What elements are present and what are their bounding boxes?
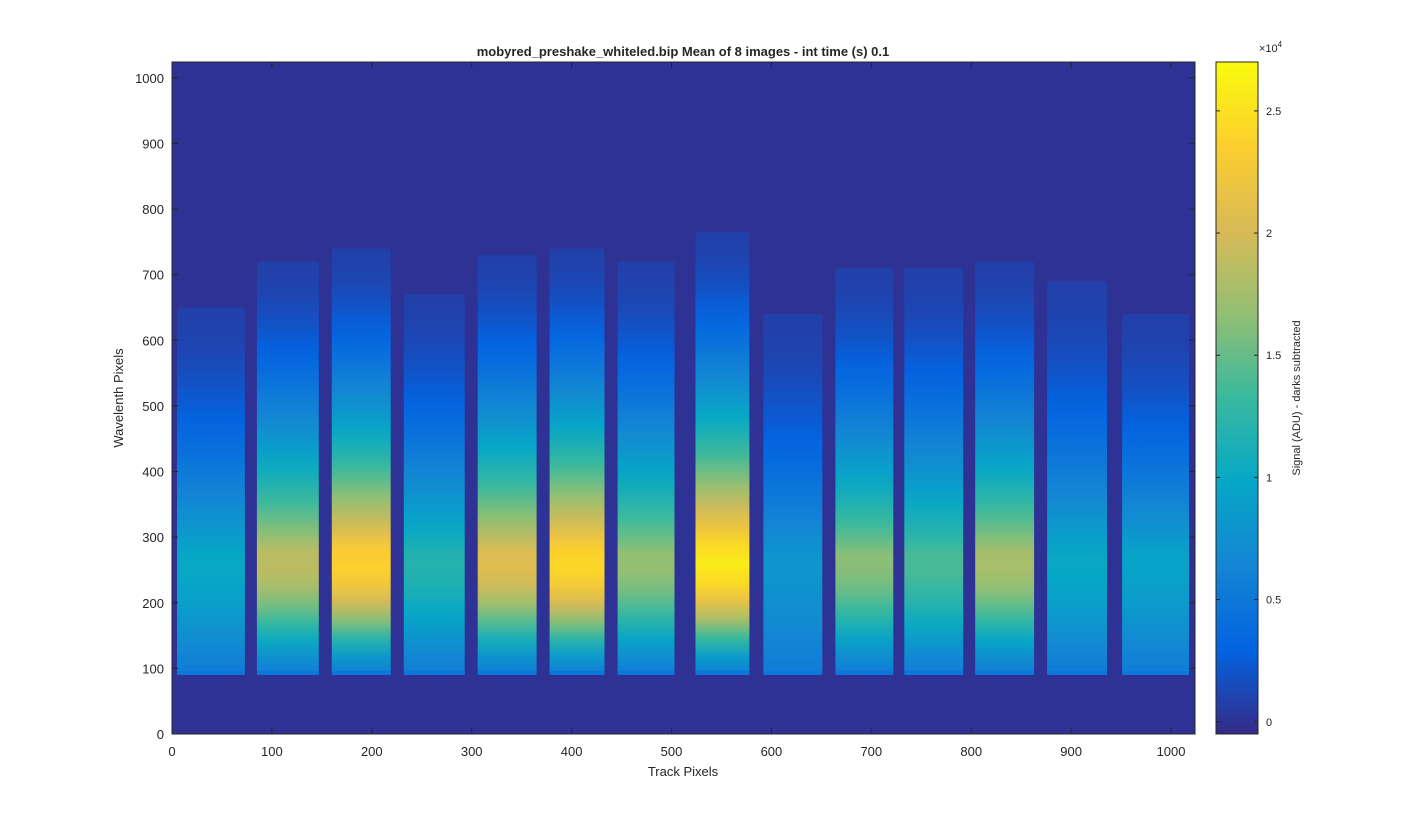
colorbar-tick-label: 0 [1266, 717, 1272, 729]
colorbar-exponent: ×104 [1259, 40, 1283, 55]
fiber-trace [904, 268, 964, 675]
y-axis-label: Wavelenth Pixels [111, 348, 126, 448]
fiber-edge-band [763, 670, 823, 675]
y-tick-label: 1000 [135, 71, 164, 86]
y-tick-label: 100 [142, 661, 164, 676]
y-tick-label: 800 [142, 202, 164, 217]
fiber-edge-band [403, 670, 465, 675]
x-axis-label: Track Pixels [648, 764, 719, 779]
fiber-edge-band [549, 670, 605, 675]
x-tick-label: 700 [860, 744, 882, 759]
y-axis: 0 100 200 300 400 500 600 700 800 900 1000 [135, 71, 1195, 742]
fiber-edge-band [477, 670, 537, 675]
y-tick-label: 500 [142, 399, 164, 414]
fiber-edge-band [904, 670, 964, 675]
x-tick-label: 0 [168, 744, 175, 759]
fiber-trace [331, 248, 391, 675]
x-tick-label: 900 [1060, 744, 1082, 759]
fiber-trace [477, 254, 537, 675]
colorbar-gradient [1215, 61, 1259, 735]
colorbar: 0 0.5 1 1.5 2 2.5 [1215, 61, 1281, 735]
fiber-trace [177, 307, 245, 675]
colorbar-label: Signal (ADU) - darks subtracted [1291, 320, 1303, 475]
fiber-edge-band [1122, 670, 1189, 675]
fiber-edge-band [256, 670, 319, 675]
chart-title: mobyred_preshake_whiteled.bip Mean of 8 … [477, 44, 890, 59]
x-tick-label: 800 [960, 744, 982, 759]
colorbar-tick-label: 1 [1266, 472, 1272, 484]
y-tick-label: 400 [142, 465, 164, 480]
y-tick-label: 0 [157, 727, 164, 742]
fiber-trace [835, 268, 894, 675]
fiber-trace [975, 261, 1035, 675]
x-tick-label: 1000 [1157, 744, 1186, 759]
fiber-trace [763, 314, 823, 675]
x-tick-label: 500 [661, 744, 683, 759]
x-tick-label: 200 [361, 744, 383, 759]
fiber-trace [617, 261, 675, 675]
colorbar-tick-label: 1.5 [1266, 350, 1281, 362]
colorbar-tick-label: 2.5 [1266, 106, 1281, 118]
fiber-edge-band [975, 670, 1035, 675]
colorbar-exponent-base: ×10 [1259, 43, 1278, 55]
colorbar-tick-label: 0.5 [1266, 595, 1281, 607]
fiber-edge-band [617, 670, 675, 675]
fiber-trace [256, 261, 319, 675]
y-tick-label: 900 [142, 136, 164, 151]
y-tick-label: 700 [142, 268, 164, 283]
fiber-edge-band [331, 670, 391, 675]
x-tick-label: 300 [461, 744, 483, 759]
fiber-trace [549, 248, 605, 675]
x-axis: 0 100 200 300 400 500 600 700 800 900 1000 [168, 62, 1185, 759]
plot-frame [171, 61, 1196, 735]
y-tick-label: 600 [142, 333, 164, 348]
x-tick-label: 400 [561, 744, 583, 759]
plot-area [171, 61, 1196, 735]
fiber-trace [695, 232, 750, 675]
fiber-edge-band [1047, 670, 1107, 675]
fiber-trace [403, 294, 465, 675]
fiber-trace [1047, 281, 1107, 675]
fiber-edge-band [835, 670, 894, 675]
colorbar-tick-label: 2 [1266, 228, 1272, 240]
y-tick-label: 300 [142, 530, 164, 545]
x-tick-label: 100 [261, 744, 283, 759]
fiber-trace [1122, 314, 1189, 675]
plot-background [172, 62, 1195, 734]
fiber-edge-band [177, 670, 245, 675]
x-tick-label: 600 [761, 744, 783, 759]
fiber-traces [177, 232, 1189, 675]
fiber-edge-band [695, 670, 750, 675]
y-tick-label: 200 [142, 596, 164, 611]
colorbar-exponent-power: 4 [1278, 40, 1283, 49]
